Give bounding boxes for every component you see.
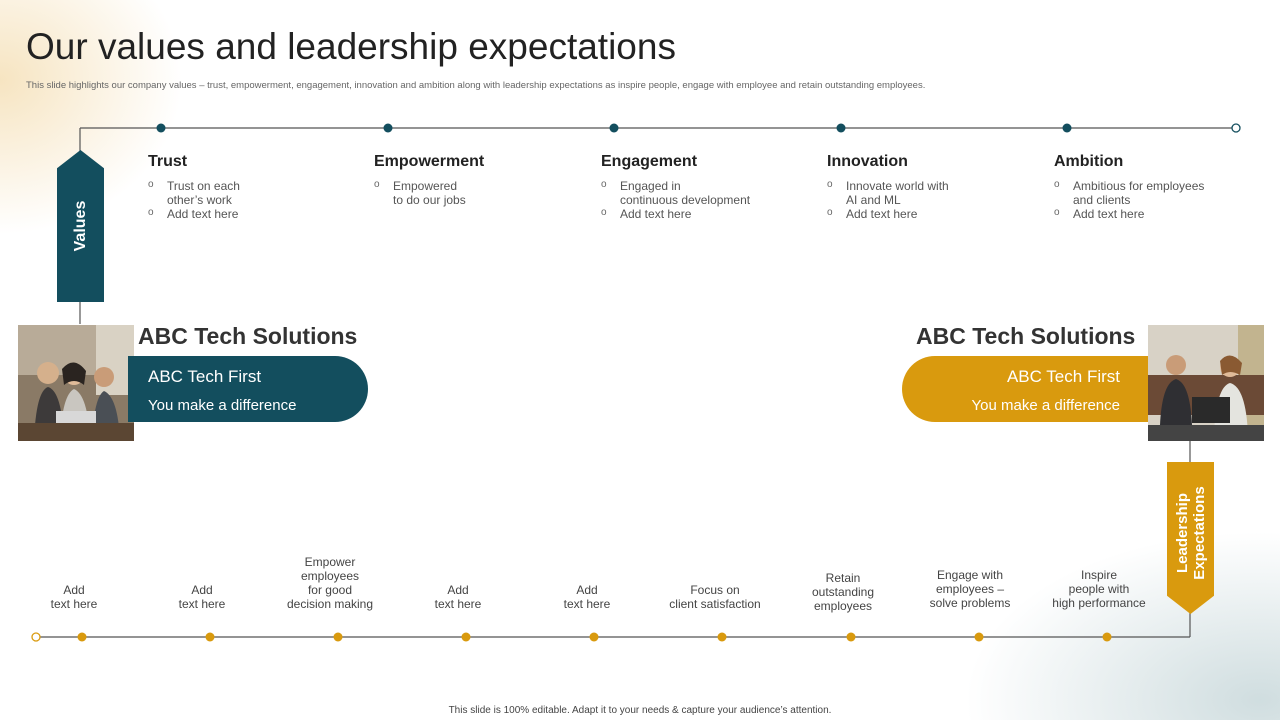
value-item: Add text here [148, 206, 348, 221]
values-dot [1062, 123, 1072, 133]
value-item: Add text here [827, 206, 1027, 221]
banner-right-line2: You make a difference [971, 397, 1120, 414]
expectation-label: Inspire people with high performance [1052, 568, 1146, 610]
expectations-dot [461, 632, 471, 642]
value-title: Innovation [827, 153, 908, 170]
expectation-label: Focus on client satisfaction [669, 583, 761, 611]
leadership-tab-label: Leadership Expectations [1173, 486, 1208, 581]
team-photo-right [1148, 325, 1264, 441]
value-item: Innovate world with AI and ML [827, 178, 1027, 207]
expectations-dot [205, 632, 215, 642]
banner-left-line2: You make a difference [148, 397, 297, 414]
value-trust: Trust Trust on each other’s work Add tex… [148, 153, 348, 221]
expectations-dot [717, 632, 727, 642]
value-title: Ambition [1054, 153, 1124, 170]
value-item: Add text here [1054, 206, 1254, 221]
expectation-label: Retain outstanding employees [811, 571, 875, 613]
value-item: Trust on each other’s work [148, 178, 348, 207]
value-title: Empowerment [374, 153, 485, 170]
value-innovation: Innovation Innovate world with AI and ML… [827, 153, 1027, 221]
expectation-label: Engage with employees – solve problems [929, 568, 1011, 610]
value-title: Trust [148, 153, 188, 170]
value-ambition: Ambition Ambitious for employees and cli… [1054, 153, 1254, 221]
values-end-dot [1231, 123, 1241, 133]
expectations-dot [846, 632, 856, 642]
values-dot [836, 123, 846, 133]
page-subtitle: This slide highlights our company values… [26, 80, 926, 91]
expectation-label: Add text here [178, 583, 226, 611]
values-dot [156, 123, 166, 133]
banner-right: ABC Tech First You make a difference [902, 356, 1154, 422]
footer-note: This slide is 100% editable. Adapt it to… [448, 705, 832, 716]
company-name-right: ABC Tech Solutions [916, 323, 1136, 349]
page-title: Our values and leadership expectations [26, 26, 676, 67]
value-item: Ambitious for employees and clients [1054, 178, 1254, 207]
banner-left: ABC Tech First You make a difference [128, 356, 368, 422]
values-tab: Values [57, 150, 104, 302]
expectations-dot [974, 632, 984, 642]
expectations-dot [77, 632, 87, 642]
value-engagement: Engagement Engaged in continuous develop… [601, 153, 801, 221]
company-name-left: ABC Tech Solutions [138, 323, 358, 349]
expectations-start-dot [31, 632, 41, 642]
values-tab-label: Values [71, 200, 89, 252]
values-dot [383, 123, 393, 133]
banner-right-line1: ABC Tech First [1006, 367, 1120, 386]
value-item: Engaged in continuous development [601, 178, 801, 207]
value-title: Engagement [601, 153, 698, 170]
expectations-dot [1102, 632, 1112, 642]
leadership-tab: Leadership Expectations [1167, 462, 1214, 614]
expectations-dot [589, 632, 599, 642]
expectation-label: Add text here [50, 583, 98, 611]
value-empowerment: Empowerment Empowered to do our jobs [374, 153, 574, 207]
expectation-label: Add text here [434, 583, 482, 611]
expectations-dot [333, 632, 343, 642]
value-item: Empowered to do our jobs [374, 178, 574, 207]
expectation-label: Add text here [563, 583, 611, 611]
banner-left-line1: ABC Tech First [148, 367, 262, 386]
value-item: Add text here [601, 206, 801, 221]
expectation-label: Empower employees for good decision maki… [286, 555, 374, 611]
team-photo-left [18, 325, 134, 441]
values-dot [609, 123, 619, 133]
